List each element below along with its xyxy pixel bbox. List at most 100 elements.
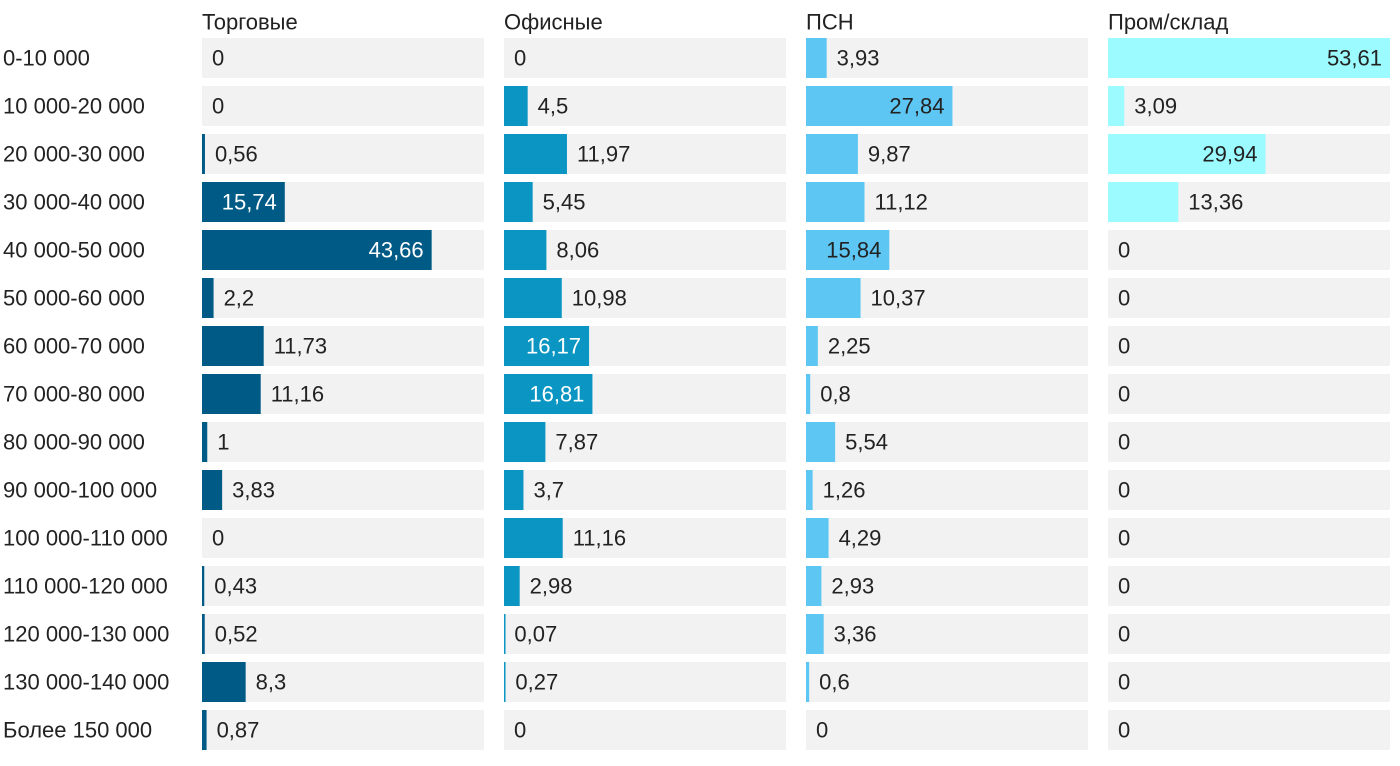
data-label: 13,36	[1188, 190, 1243, 215]
bar-background	[806, 326, 1088, 366]
bar	[504, 566, 520, 606]
category-label: 50 000-60 000	[3, 286, 145, 311]
data-label: 43,66	[369, 238, 424, 263]
bar	[504, 374, 593, 414]
bar-background	[1108, 422, 1390, 462]
series-title: Пром/склад	[1108, 10, 1228, 35]
bar	[504, 614, 506, 654]
data-label: 1	[217, 430, 229, 455]
bar	[202, 566, 205, 606]
data-label: 0	[1118, 670, 1130, 695]
bar	[202, 134, 205, 174]
category-label: 70 000-80 000	[3, 382, 145, 407]
bar-background	[202, 86, 484, 126]
data-label: 2,25	[828, 334, 871, 359]
bar	[202, 662, 246, 702]
bar	[1108, 182, 1179, 222]
bar	[202, 326, 264, 366]
category-label: 130 000-140 000	[3, 670, 169, 695]
bar	[1108, 134, 1266, 174]
bar	[504, 134, 567, 174]
bar	[1108, 38, 1390, 78]
bar-background	[504, 566, 786, 606]
bar-background	[202, 278, 484, 318]
bar	[806, 134, 858, 174]
bar-background	[202, 662, 484, 702]
category-label: 0-10 000	[3, 46, 90, 71]
category-label: 80 000-90 000	[3, 430, 145, 455]
data-label: 0	[1118, 718, 1130, 743]
data-label: 3,83	[232, 478, 275, 503]
data-label: 16,81	[529, 382, 584, 407]
bar-background	[806, 38, 1088, 78]
bar	[504, 662, 506, 702]
data-label: 10,98	[572, 286, 627, 311]
data-label: 5,54	[845, 430, 888, 455]
bar	[806, 470, 813, 510]
data-label: 15,84	[826, 238, 881, 263]
data-label: 27,84	[889, 94, 944, 119]
data-label: 1,26	[823, 478, 866, 503]
data-label: 8,06	[556, 238, 599, 263]
bar	[1108, 86, 1125, 126]
data-label: 4,5	[538, 94, 569, 119]
data-label: 0,07	[514, 622, 557, 647]
series-title: Офисные	[504, 10, 603, 35]
data-label: 7,87	[555, 430, 598, 455]
data-label: 0	[1118, 574, 1130, 599]
bar-background	[1108, 566, 1390, 606]
bar	[202, 710, 207, 750]
bar-background	[1108, 518, 1390, 558]
bar	[504, 422, 546, 462]
bar	[504, 230, 547, 270]
data-label: 11,16	[573, 526, 626, 551]
data-label: 0	[1118, 622, 1130, 647]
bar	[504, 278, 562, 318]
data-label: 0	[1118, 286, 1130, 311]
category-label: 10 000-20 000	[3, 94, 145, 119]
series-title: Торговые	[202, 10, 298, 35]
bar	[202, 614, 205, 654]
bar-background	[1108, 278, 1390, 318]
bar	[806, 278, 861, 318]
bar-background	[1108, 710, 1390, 750]
category-label: 90 000-100 000	[3, 478, 157, 503]
bar-background	[504, 86, 786, 126]
data-label: 2,98	[530, 574, 573, 599]
bar-background	[1108, 374, 1390, 414]
category-label: 110 000-120 000	[3, 574, 168, 599]
data-label: 11,12	[874, 190, 927, 215]
data-label: 0	[1118, 238, 1130, 263]
data-label: 11,73	[274, 334, 327, 359]
data-label: 0	[212, 526, 224, 551]
category-label: 20 000-30 000	[3, 142, 145, 167]
category-label: 100 000-110 000	[3, 526, 168, 551]
data-label: 0,8	[820, 382, 851, 407]
bar	[806, 518, 829, 558]
bar	[504, 182, 533, 222]
bar-background	[1108, 470, 1390, 510]
bar-background	[1108, 230, 1390, 270]
data-label: 0	[1118, 382, 1130, 407]
bar-background	[504, 614, 786, 654]
bar-background	[202, 38, 484, 78]
data-label: 0	[514, 718, 526, 743]
bar	[806, 566, 822, 606]
bar-background	[504, 230, 786, 270]
category-label: 30 000-40 000	[3, 190, 145, 215]
bar-background	[1108, 326, 1390, 366]
data-label: 0	[1118, 478, 1130, 503]
data-label: 53,61	[1327, 46, 1382, 71]
bar	[202, 182, 285, 222]
data-label: 8,3	[256, 670, 287, 695]
bar	[806, 374, 811, 414]
data-label: 3,09	[1134, 94, 1177, 119]
bar-background	[806, 662, 1088, 702]
bar-background	[806, 374, 1088, 414]
bar	[504, 470, 524, 510]
bar-background	[1108, 86, 1390, 126]
bar	[806, 38, 827, 78]
bar-background	[202, 566, 484, 606]
data-label: 0	[1118, 526, 1130, 551]
